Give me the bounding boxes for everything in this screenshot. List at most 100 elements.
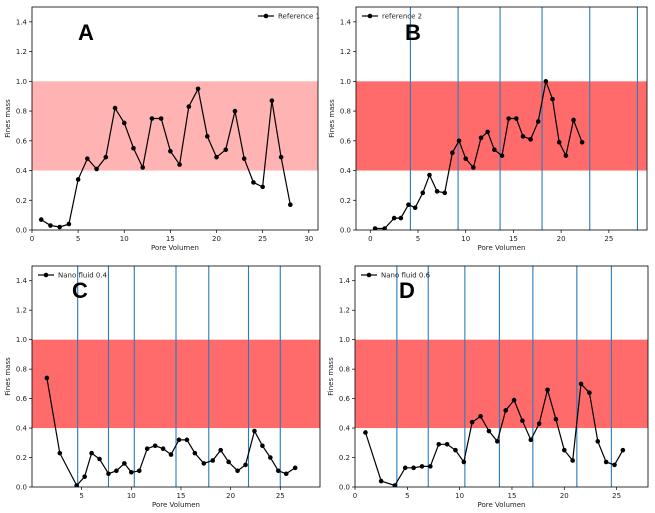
data-point [136,468,142,474]
y-tick-label: 0.2 [340,197,351,205]
y-tick-label: 0.8 [340,108,351,116]
x-tick-label: 25 [604,235,613,243]
data-point [495,439,500,444]
data-point [545,387,550,393]
y-tick-label: 1.0 [16,78,27,86]
y-tick-label: 0.8 [16,108,27,116]
y-tick-label: 0.4 [16,425,28,433]
data-point [195,86,201,92]
x-tick-label: 10 [120,235,129,243]
data-point [268,455,273,460]
data-point [131,145,136,151]
data-point [260,184,265,190]
data-point [177,162,182,167]
x-axis-label: Pore Volumen [151,244,199,252]
y-tick-label: 1.2 [340,48,351,56]
data-point [241,156,247,161]
data-point [210,458,216,463]
data-point [499,153,505,158]
y-tick-label: 0.0 [339,484,350,492]
x-axis-label: Pore Volumen [478,501,526,509]
y-tick-label: 1.0 [16,336,27,344]
data-point [436,441,442,447]
x-tick-label: 5 [76,235,80,243]
data-point [89,450,94,456]
y-tick-label: 1.0 [340,78,351,86]
data-point [168,148,173,154]
legend-marker [366,272,372,278]
panel-letter: B [405,20,421,45]
data-point [450,150,455,155]
data-point [121,120,127,126]
data-point [427,172,432,178]
x-tick-label: 5 [79,492,83,500]
data-point [543,79,549,84]
y-tick-label: 0.0 [16,227,27,235]
data-point [149,116,155,121]
legend-marker [263,13,269,19]
legend-label: Nano fluid 0.4 [58,272,108,280]
data-point [382,226,387,230]
data-point [412,205,418,210]
data-point [420,190,426,196]
data-point [232,108,238,114]
x-tick-label: 10 [455,492,464,500]
x-tick-label: 5 [416,235,420,243]
y-tick-label: 1.2 [16,307,27,315]
x-tick-label: 15 [508,492,517,500]
data-point [520,418,525,424]
chart-panel-b: 0.0 0.2 0.4 0.6 0.8 1.0 1.2 1.4 0 5 10 15 20 25 Pore V… [328,6,648,252]
data-point [463,156,469,161]
data-point [38,217,44,222]
data-point [82,474,87,479]
y-tick-label: 0.2 [16,454,27,462]
data-point [398,215,404,221]
data-point [114,468,119,474]
data-point [184,437,190,443]
data-point [94,166,99,172]
data-point [176,437,182,443]
data-point [252,428,257,434]
x-tick-label: 20 [560,492,569,500]
data-point [218,447,223,453]
series-0 [372,79,585,230]
data-point [192,450,198,456]
data-point [570,458,575,463]
x-tick-label: 0 [30,235,34,243]
x-tick-label: 10 [461,235,470,243]
y-axis-label: Fines mass [4,99,12,138]
chart-panel-a: 0.0 0.2 0.4 0.6 0.8 1.0 1.2 1.4 0 5 10 15 20 25 30 Pore… [4,6,320,252]
data-point [603,459,609,465]
data-point [391,215,397,221]
y-tick-label: 0.8 [339,366,350,374]
data-point [260,443,265,449]
legend-marker [43,272,49,278]
target-band [355,339,648,429]
data-point [486,428,492,434]
data-point [402,465,408,471]
y-tick-label: 1.4 [16,18,28,26]
data-point [556,139,562,145]
data-point [103,154,109,160]
data-point [97,456,102,462]
y-tick-label: 1.4 [16,277,28,285]
series-0 [363,381,626,487]
data-point [186,104,192,109]
data-point [223,147,229,153]
data-point [85,156,90,161]
data-point [204,134,210,139]
data-point [158,116,164,121]
series-0 [38,86,293,230]
data-point [235,468,240,474]
y-tick-label: 0.4 [16,167,28,175]
data-point [275,468,281,474]
data-point [106,471,111,477]
data-point [478,413,483,419]
data-point [535,119,541,124]
data-point [550,96,555,102]
data-point [44,375,50,381]
data-point [269,98,275,103]
data-point [536,421,542,426]
data-point [620,447,626,453]
